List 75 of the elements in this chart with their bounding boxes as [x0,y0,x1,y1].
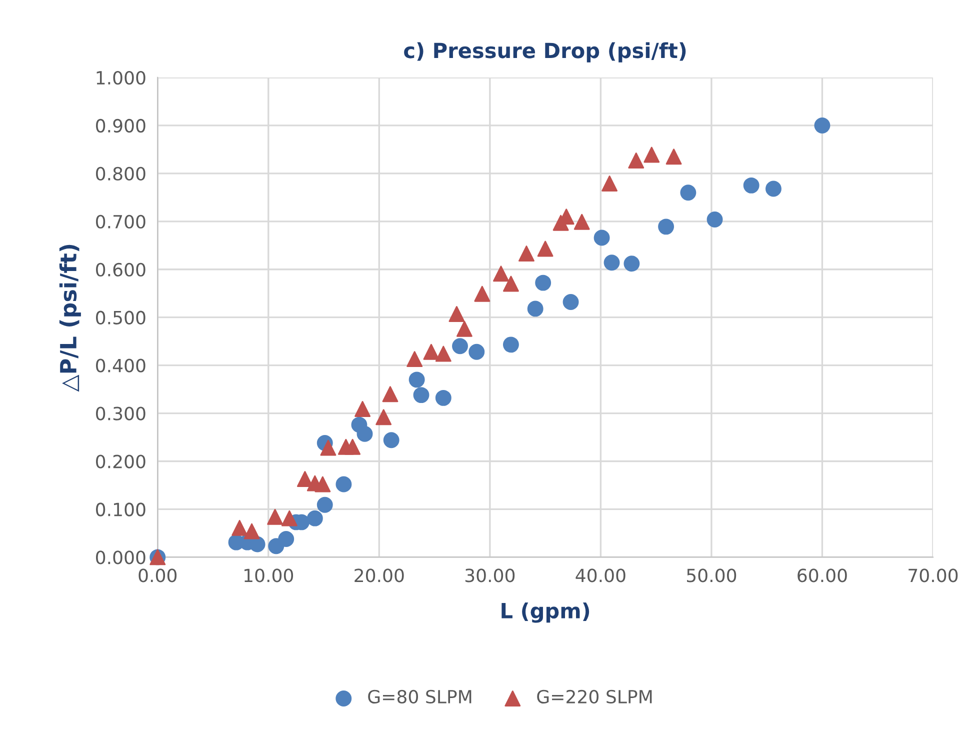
point [406,351,423,368]
point [666,148,682,165]
chart-title: c) Pressure Drop (psi/ft) [404,42,686,62]
point [382,386,398,402]
point [574,214,590,230]
point [766,180,782,197]
point [602,176,618,192]
point [296,471,313,487]
point [344,438,361,455]
x-axis-title: L (gpm) [502,602,590,623]
y-tick-label: 0.800 [96,166,146,181]
point [435,346,452,362]
y-axis-title: △P/L (psi/ft) [59,244,81,392]
point [527,300,544,317]
point [244,523,260,540]
point [814,117,830,134]
point [502,336,519,353]
x-tick-label: 50.00 [687,568,736,582]
point [706,212,723,228]
point [278,530,294,547]
x-tick-label: 70.00 [908,568,958,582]
point [604,254,620,271]
y-tick-label: 0.500 [96,310,146,324]
x-tick-label: 60.00 [798,568,847,582]
point [535,274,552,291]
point [423,344,440,360]
point [316,496,333,513]
y-tick-label: 0.300 [96,406,146,420]
point [537,240,554,257]
legend-label: G=220 SLPM [537,690,652,704]
y-tick-label: 0.900 [96,118,146,133]
point [518,246,534,262]
point [658,218,674,235]
legend-label: G=80 SLPM [368,690,472,704]
point [356,426,373,442]
point [680,184,696,201]
point [354,400,371,417]
point [336,476,352,492]
point [474,286,490,302]
x-tick-label: 10.00 [244,568,294,582]
point [413,387,430,404]
point [408,372,425,388]
y-tick-label: 1.000 [96,70,146,85]
point [628,152,644,168]
point [456,320,472,337]
x-tick-label: 20.00 [354,568,404,582]
point [624,256,640,272]
point [435,390,452,406]
point [502,276,519,292]
y-tick-label: 0.400 [96,358,146,372]
y-tick-label: 0.000 [96,550,146,564]
point [743,177,760,194]
x-tick-label: 0.00 [138,568,177,582]
point [281,510,298,526]
point [376,409,392,426]
y-tick-label: 0.700 [96,214,146,229]
x-tick-label: 40.00 [576,568,626,582]
point [383,432,400,448]
y-tick-label: 0.200 [96,454,146,468]
point [468,344,485,360]
point [306,510,323,526]
point [448,306,465,322]
point [644,146,660,163]
point [452,338,468,354]
y-tick-label: 0.100 [96,502,146,516]
y-tick-label: 0.600 [96,262,146,276]
point [314,476,331,492]
point [493,266,509,282]
point [562,294,579,310]
point [594,230,610,246]
point [232,520,248,536]
point [267,508,284,525]
point [249,536,266,552]
point [320,440,336,456]
x-tick-label: 30.00 [465,568,515,582]
